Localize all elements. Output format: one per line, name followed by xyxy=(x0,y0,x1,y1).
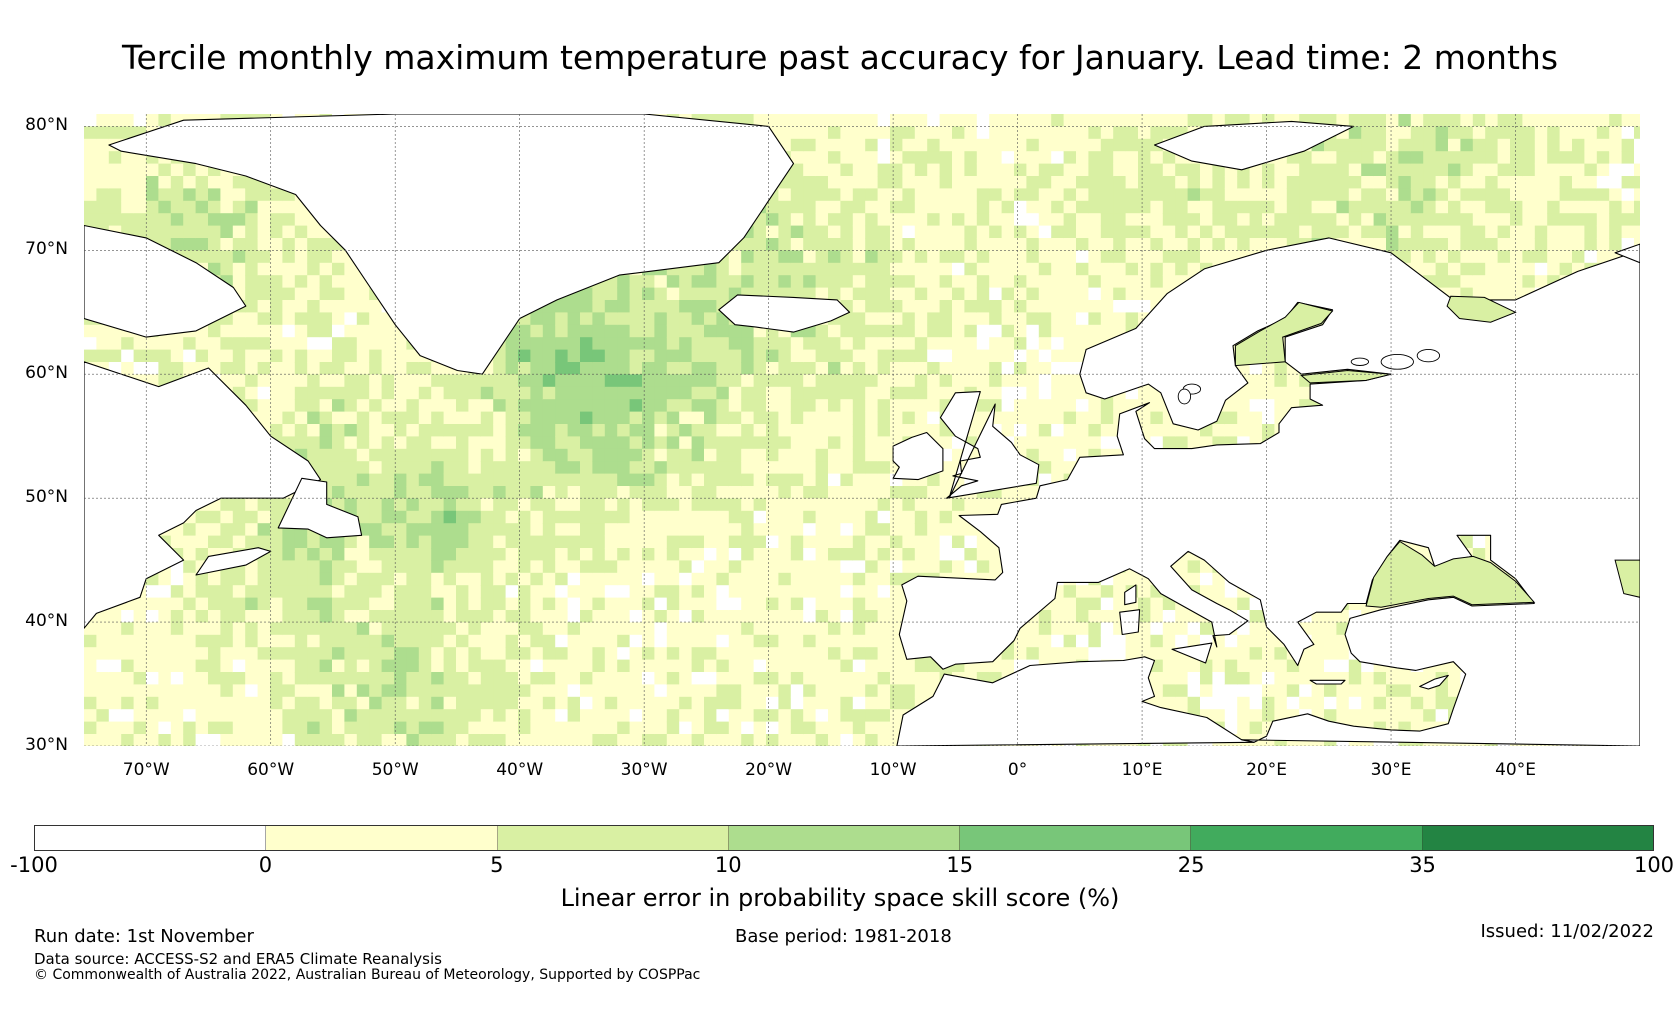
colorbar-tick: 100 xyxy=(1633,853,1675,877)
colorbar-tick: 15 xyxy=(946,853,974,877)
landmass-crete xyxy=(1309,679,1346,685)
chart-title: Tercile monthly maximum temperature past… xyxy=(121,38,1559,77)
colorbar-segment xyxy=(960,826,1192,850)
lat-label: 40°N xyxy=(25,611,68,632)
landmass-iceland xyxy=(718,294,851,333)
skill-map xyxy=(84,114,1640,746)
landmass-labrador xyxy=(84,361,322,629)
landmass-africa xyxy=(896,656,1255,746)
lon-label: 60°W xyxy=(247,760,295,780)
sea-finland-gulf xyxy=(1300,369,1392,384)
landmass-corsica xyxy=(1124,584,1137,606)
colorbar-segment xyxy=(266,826,498,850)
landmass-britain xyxy=(939,391,1040,499)
colorbar-segment xyxy=(728,826,961,850)
landmass-ireland xyxy=(892,431,944,481)
lake-2 xyxy=(1350,357,1370,366)
sea-caspian-edge xyxy=(1614,559,1640,598)
issued-date: Issued: 11/02/2022 xyxy=(1480,921,1654,942)
lake-1 xyxy=(1416,348,1441,363)
colorbar-segment xyxy=(35,826,267,850)
lat-label: 50°N xyxy=(25,487,68,508)
lake-4 xyxy=(1177,388,1192,405)
sea-black-sea xyxy=(1365,540,1536,608)
lon-label: 20°W xyxy=(745,760,793,780)
run-date: Run date: 1st November xyxy=(34,926,254,947)
landmass-baffin xyxy=(84,224,247,338)
landmass-newfoundland xyxy=(277,477,363,539)
lon-label: 40°W xyxy=(496,760,544,780)
colorbar-segment xyxy=(497,826,729,850)
landmass-cyprus xyxy=(1419,674,1449,690)
colorbar-tick: 5 xyxy=(490,853,504,877)
colorbar-tick: -100 xyxy=(10,853,58,877)
lon-label: 30°W xyxy=(620,760,668,780)
lon-label: 50°W xyxy=(371,760,419,780)
landmass-europe xyxy=(898,237,1640,746)
colorbar-segment xyxy=(1191,826,1423,850)
lon-label: 10°E xyxy=(1121,760,1163,780)
colorbar-label: Linear error in probability space skill … xyxy=(560,884,1120,912)
lat-label: 80°N xyxy=(25,115,68,136)
land-mask xyxy=(84,114,1640,746)
landmass-svalbard xyxy=(1153,120,1355,171)
landmass-greenland xyxy=(108,114,795,375)
lon-label: 10°W xyxy=(869,760,917,780)
landmass-sicily xyxy=(1171,642,1213,664)
sea-white-sea xyxy=(1446,295,1517,323)
colorbar-tick: 10 xyxy=(714,853,742,877)
lat-label: 60°N xyxy=(25,363,68,384)
lake-0 xyxy=(1380,353,1414,370)
colorbar-tick: 35 xyxy=(1409,853,1436,877)
colorbar-tick: 0 xyxy=(258,853,273,877)
landmass-novaya xyxy=(1614,243,1640,264)
lat-label: 70°N xyxy=(25,239,68,260)
landmass-novascotia xyxy=(195,547,272,576)
colorbar-tick: 25 xyxy=(1177,853,1205,877)
lon-label: 20°E xyxy=(1246,760,1287,780)
lon-label: 70°W xyxy=(122,760,170,780)
graticule xyxy=(84,114,1640,746)
lon-label: 30°E xyxy=(1370,760,1412,780)
sea-baltic-gulf xyxy=(1234,301,1334,367)
lon-label: 40°E xyxy=(1495,760,1536,780)
lat-label: 30°N xyxy=(25,735,68,755)
lon-label: 0° xyxy=(1007,760,1028,780)
base-period: Base period: 1981-2018 xyxy=(735,926,952,947)
copyright: © Commonwealth of Australia 2022, Austra… xyxy=(34,967,701,983)
colorbar xyxy=(34,825,1654,851)
data-source: Data source: ACCESS-S2 and ERA5 Climate … xyxy=(34,950,442,968)
colorbar-segment xyxy=(1422,826,1653,850)
